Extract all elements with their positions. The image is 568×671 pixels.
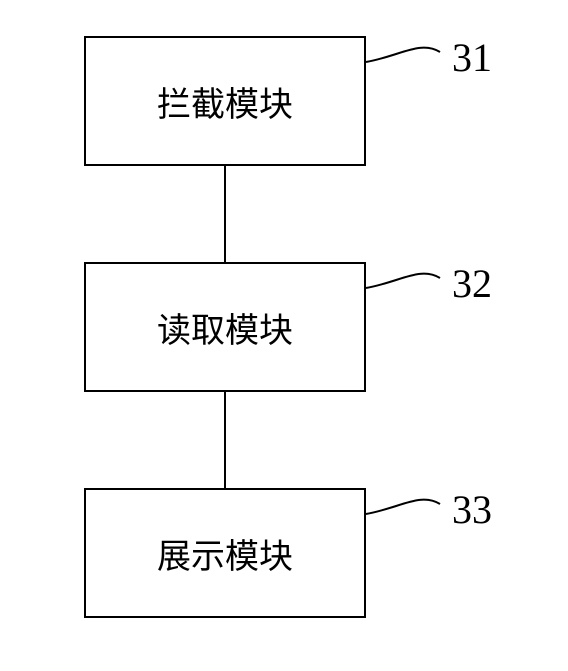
diagram-canvas: 拦截模块 31 读取模块 32 展示模块 33 <box>0 0 568 671</box>
ref-label-33: 33 <box>452 486 492 533</box>
callout-33 <box>366 500 440 514</box>
callout-31 <box>366 48 440 62</box>
node-read-module-label: 读取模块 <box>157 303 293 352</box>
node-display-module-label: 展示模块 <box>157 529 293 578</box>
node-intercept-module: 拦截模块 <box>84 36 366 166</box>
node-read-module: 读取模块 <box>84 262 366 392</box>
ref-label-31: 31 <box>452 34 492 81</box>
node-display-module: 展示模块 <box>84 488 366 618</box>
callout-32 <box>366 274 440 288</box>
ref-label-32: 32 <box>452 260 492 307</box>
node-intercept-module-label: 拦截模块 <box>157 77 293 126</box>
